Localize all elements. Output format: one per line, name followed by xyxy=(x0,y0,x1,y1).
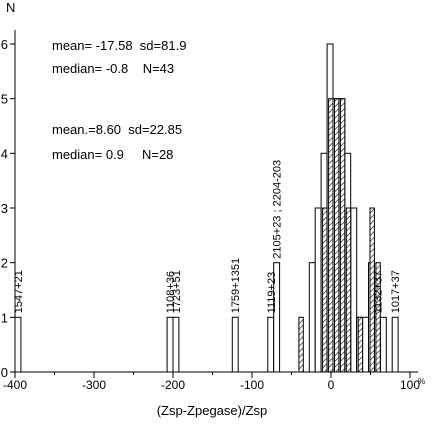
bar-hatched xyxy=(298,316,304,373)
y-tick-label: 5 xyxy=(1,92,8,107)
bar-annotation: 1017+37 xyxy=(390,270,402,313)
bar-annotation: 1759+1351 xyxy=(230,258,242,313)
bar-open xyxy=(267,316,275,373)
bar-annotation: 1108+36 xyxy=(165,271,177,313)
bar-open xyxy=(379,316,387,373)
x-tick-label: 0 xyxy=(328,378,335,392)
bar-open xyxy=(172,316,180,373)
x-tick-label: -100 xyxy=(240,378,264,392)
bar-open xyxy=(391,316,399,373)
bar-open xyxy=(362,316,370,373)
axes: 0 1 2 3 4 5 6 -400 -300 -200 -100 0 100 xyxy=(1,30,420,392)
bar-hatched xyxy=(357,316,364,373)
stats-subset-line2: median= 0.9 N=28 xyxy=(52,147,173,162)
bar-annotation: 1723+51 xyxy=(171,270,183,313)
x-tick-label: 100 xyxy=(400,378,420,392)
y-tick-label: 0 xyxy=(1,365,8,380)
bar-open xyxy=(314,207,322,373)
bar-annotation: 1132+37 xyxy=(372,271,384,313)
bar-hatched xyxy=(322,207,328,373)
bar-open xyxy=(308,262,316,373)
x-axis-title: (Zsp-Zpegase)/Zsp xyxy=(157,403,268,418)
x-axis-unit: % xyxy=(418,377,425,386)
y-tick-label: 1 xyxy=(1,310,8,325)
y-tick-label: 3 xyxy=(1,201,8,216)
bar-open xyxy=(350,207,358,373)
bar-open xyxy=(166,316,174,373)
x-tick-label: -300 xyxy=(82,378,106,392)
y-tick-label: 4 xyxy=(1,146,8,161)
x-tick-label: -200 xyxy=(161,378,185,392)
bar-open xyxy=(231,316,239,373)
bar-annotation: 2105+23 ; 2204-203 xyxy=(272,160,284,259)
bar-hatched xyxy=(345,207,352,373)
y-axis-label: N xyxy=(6,0,15,15)
y-tick-label: 6 xyxy=(1,37,8,52)
bar-hatched xyxy=(328,98,334,373)
x-tick-label: -400 xyxy=(3,378,27,392)
bar-hatched xyxy=(339,98,346,373)
stats-subset-line1: mean.=8.60 sd=22.85 xyxy=(52,122,182,137)
bar-hatched xyxy=(334,98,340,373)
bar-annotation: 1119+23 xyxy=(266,272,278,314)
series-hatched-bars xyxy=(298,98,381,373)
bar-open xyxy=(14,316,22,373)
stats-all-line1: mean= -17.58 sd=81.9 xyxy=(52,38,186,53)
y-tick-label: 2 xyxy=(1,256,8,271)
stats-all-line2: median= -0.8 N=43 xyxy=(52,61,174,76)
bar-annotation: 1547+21 xyxy=(13,270,25,313)
